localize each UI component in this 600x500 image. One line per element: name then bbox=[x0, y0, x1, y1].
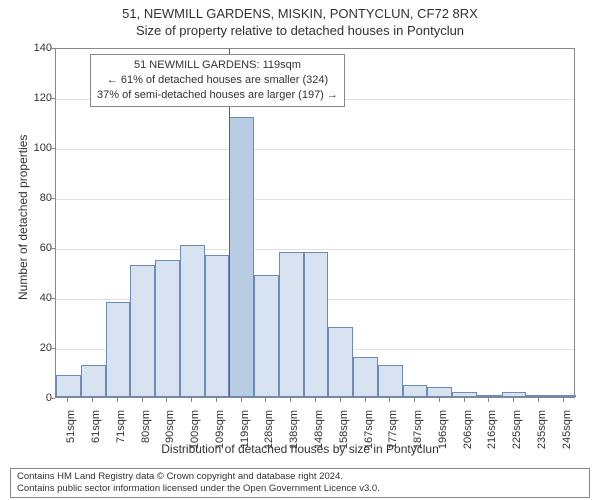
x-tick-mark bbox=[389, 398, 390, 402]
y-tick-mark bbox=[51, 148, 55, 149]
title-block: 51, NEWMILL GARDENS, MISKIN, PONTYCLUN, … bbox=[0, 0, 600, 38]
x-tick-mark bbox=[67, 398, 68, 402]
x-tick-label: 128sqm bbox=[263, 410, 275, 449]
x-tick-label: 109sqm bbox=[214, 410, 226, 449]
title-subtitle: Size of property relative to detached ho… bbox=[0, 23, 600, 38]
x-tick-label: 187sqm bbox=[412, 410, 424, 449]
histogram-bar bbox=[106, 302, 131, 397]
histogram-bar bbox=[502, 392, 527, 397]
x-tick-label: 225sqm bbox=[511, 410, 523, 449]
grid-line bbox=[56, 249, 574, 250]
grid-line bbox=[56, 149, 574, 150]
histogram-bar bbox=[353, 357, 378, 397]
footer-attribution: Contains HM Land Registry data © Crown c… bbox=[10, 468, 590, 498]
footer-line2: Contains public sector information licen… bbox=[17, 483, 583, 495]
histogram-bar bbox=[180, 245, 205, 398]
x-tick-mark bbox=[142, 398, 143, 402]
x-tick-label: 245sqm bbox=[561, 410, 573, 449]
y-tick-label: 80 bbox=[22, 192, 52, 204]
histogram-bar bbox=[56, 375, 81, 398]
x-tick-mark bbox=[92, 398, 93, 402]
x-tick-mark bbox=[265, 398, 266, 402]
histogram-bar bbox=[427, 387, 452, 397]
x-tick-mark bbox=[241, 398, 242, 402]
histogram-bar bbox=[254, 275, 279, 398]
y-tick-label: 140 bbox=[22, 42, 52, 54]
x-tick-mark bbox=[117, 398, 118, 402]
histogram-bar bbox=[452, 392, 477, 397]
y-tick-mark bbox=[51, 398, 55, 399]
grid-line bbox=[56, 199, 574, 200]
x-tick-label: 216sqm bbox=[486, 410, 498, 449]
info-box: 51 NEWMILL GARDENS: 119sqm← 61% of detac… bbox=[90, 54, 345, 107]
x-tick-label: 100sqm bbox=[189, 410, 201, 449]
y-tick-label: 60 bbox=[22, 242, 52, 254]
x-tick-label: 80sqm bbox=[140, 410, 152, 443]
x-tick-label: 196sqm bbox=[437, 410, 449, 449]
y-axis-label: Number of detached properties bbox=[16, 135, 30, 300]
y-tick-label: 0 bbox=[22, 392, 52, 404]
histogram-bar bbox=[328, 327, 353, 397]
chart-container: 51, NEWMILL GARDENS, MISKIN, PONTYCLUN, … bbox=[0, 0, 600, 500]
x-tick-mark bbox=[464, 398, 465, 402]
x-tick-mark bbox=[290, 398, 291, 402]
histogram-bar bbox=[205, 255, 230, 398]
y-tick-mark bbox=[51, 198, 55, 199]
x-tick-label: 138sqm bbox=[288, 410, 300, 449]
info-line2: ← 61% of detached houses are smaller (32… bbox=[97, 73, 338, 88]
x-tick-label: 167sqm bbox=[363, 410, 375, 449]
x-tick-label: 235sqm bbox=[536, 410, 548, 449]
y-tick-mark bbox=[51, 48, 55, 49]
histogram-bar bbox=[403, 385, 428, 398]
x-tick-mark bbox=[216, 398, 217, 402]
x-tick-mark bbox=[488, 398, 489, 402]
title-address: 51, NEWMILL GARDENS, MISKIN, PONTYCLUN, … bbox=[0, 6, 600, 21]
x-tick-mark bbox=[166, 398, 167, 402]
x-tick-label: 90sqm bbox=[164, 410, 176, 443]
x-tick-mark bbox=[513, 398, 514, 402]
x-tick-mark bbox=[563, 398, 564, 402]
x-tick-label: 177sqm bbox=[387, 410, 399, 449]
footer-line1: Contains HM Land Registry data © Crown c… bbox=[17, 471, 583, 483]
x-tick-mark bbox=[365, 398, 366, 402]
y-tick-label: 120 bbox=[22, 92, 52, 104]
x-tick-label: 148sqm bbox=[313, 410, 325, 449]
histogram-bar bbox=[304, 252, 329, 397]
x-tick-label: 61sqm bbox=[90, 410, 102, 443]
x-tick-mark bbox=[340, 398, 341, 402]
histogram-bar bbox=[526, 395, 551, 398]
y-tick-label: 20 bbox=[22, 342, 52, 354]
histogram-bar bbox=[155, 260, 180, 398]
histogram-bar bbox=[130, 265, 155, 398]
x-tick-mark bbox=[538, 398, 539, 402]
info-line1: 51 NEWMILL GARDENS: 119sqm bbox=[97, 58, 338, 73]
y-tick-mark bbox=[51, 348, 55, 349]
histogram-bar bbox=[81, 365, 106, 398]
y-tick-label: 100 bbox=[22, 142, 52, 154]
histogram-bar bbox=[279, 252, 304, 397]
histogram-bar bbox=[551, 395, 576, 398]
x-tick-label: 158sqm bbox=[338, 410, 350, 449]
histogram-bar bbox=[229, 117, 254, 397]
x-tick-mark bbox=[439, 398, 440, 402]
x-tick-mark bbox=[191, 398, 192, 402]
x-tick-mark bbox=[315, 398, 316, 402]
x-axis-label: Distribution of detached houses by size … bbox=[0, 442, 600, 456]
y-tick-mark bbox=[51, 98, 55, 99]
y-tick-mark bbox=[51, 298, 55, 299]
info-line3: 37% of semi-detached houses are larger (… bbox=[97, 88, 338, 103]
x-tick-label: 119sqm bbox=[239, 410, 251, 448]
x-tick-mark bbox=[414, 398, 415, 402]
y-tick-mark bbox=[51, 248, 55, 249]
x-tick-label: 206sqm bbox=[462, 410, 474, 449]
x-tick-label: 51sqm bbox=[65, 410, 77, 443]
histogram-bar bbox=[378, 365, 403, 398]
y-tick-label: 40 bbox=[22, 292, 52, 304]
histogram-bar bbox=[477, 395, 502, 398]
x-tick-label: 71sqm bbox=[115, 410, 127, 443]
